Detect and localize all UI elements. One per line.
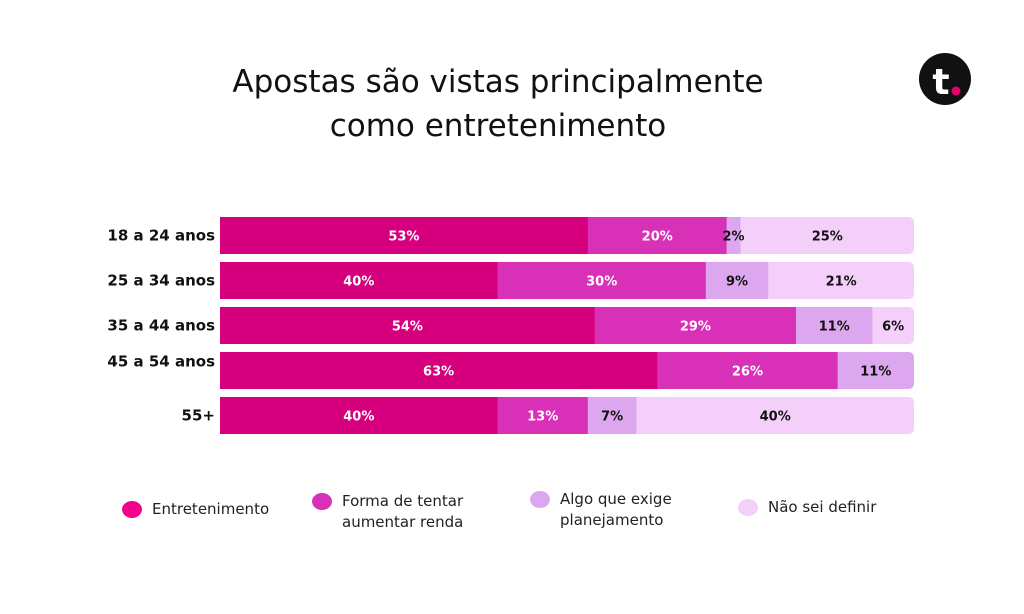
bar-segment bbox=[796, 307, 873, 344]
bar-segment bbox=[705, 262, 769, 299]
bar-row bbox=[220, 397, 914, 434]
chart-title: Apostas são vistas principalmente como e… bbox=[98, 60, 898, 148]
legend-swatch-icon bbox=[530, 491, 550, 508]
legend-item: Entretenimento bbox=[122, 499, 269, 520]
data-label: 21% bbox=[826, 275, 857, 290]
bar-segment bbox=[872, 307, 914, 344]
legend-label-line: Forma de tentar bbox=[342, 492, 464, 510]
category-label: 55+ bbox=[182, 407, 215, 425]
legend-label: Entretenimento bbox=[152, 499, 269, 520]
bar-row bbox=[220, 352, 914, 389]
data-label: 25% bbox=[812, 230, 843, 245]
bar-segment bbox=[220, 307, 596, 344]
legend-label: Algo que exige planejamento bbox=[560, 489, 672, 531]
legend-label: Não sei definir bbox=[768, 497, 876, 518]
data-label: 53% bbox=[388, 230, 419, 245]
data-label: 6% bbox=[882, 320, 904, 335]
data-label: 63% bbox=[423, 365, 454, 380]
data-label: 30% bbox=[586, 275, 617, 290]
bar-segment bbox=[636, 397, 914, 434]
category-label: 25 a 34 anos bbox=[107, 272, 215, 290]
legend-item: Não sei definir bbox=[738, 497, 876, 518]
legend-item: Forma de tentar aumentar renda bbox=[312, 491, 463, 533]
data-label: 11% bbox=[860, 365, 891, 380]
bar-segment bbox=[657, 352, 839, 389]
legend-label-line: Entretenimento bbox=[152, 500, 270, 518]
data-label: 40% bbox=[343, 275, 374, 290]
bar-segment bbox=[594, 307, 797, 344]
data-label: 11% bbox=[819, 320, 850, 335]
bar-row bbox=[220, 217, 914, 254]
chart-title-line-2: como entretenimento bbox=[329, 108, 667, 144]
legend-label-line: Não sei definir bbox=[768, 498, 877, 516]
bar-segment bbox=[497, 397, 589, 434]
bar-segment bbox=[587, 217, 728, 254]
data-label: 40% bbox=[760, 410, 791, 425]
bar-segment bbox=[497, 262, 707, 299]
legend-item: Algo que exige planejamento bbox=[530, 489, 672, 531]
bar-segment bbox=[220, 217, 589, 254]
data-label: 54% bbox=[392, 320, 423, 335]
data-label: 13% bbox=[527, 410, 558, 425]
legend-swatch-icon bbox=[738, 499, 758, 516]
bar-segment bbox=[220, 262, 499, 299]
bar-row bbox=[220, 307, 914, 344]
chart-title-line-1: Apostas são vistas principalmente bbox=[232, 64, 764, 100]
data-label: 29% bbox=[680, 320, 711, 335]
legend-label: Forma de tentar aumentar renda bbox=[342, 491, 463, 533]
legend-label-line: Algo que exige bbox=[560, 490, 672, 508]
legend-swatch-icon bbox=[312, 493, 332, 510]
category-label: 45 a 54 anos bbox=[107, 353, 215, 371]
category-label: 18 a 24 anos bbox=[107, 227, 215, 245]
legend-label-line: aumentar renda bbox=[342, 513, 464, 531]
brand-logo-letter: t bbox=[932, 62, 949, 103]
category-label: 35 a 44 anos bbox=[107, 317, 215, 335]
bar-segment bbox=[726, 217, 741, 254]
bar-segment bbox=[740, 217, 914, 254]
data-label: 2% bbox=[723, 230, 745, 245]
data-label: 7% bbox=[601, 410, 623, 425]
bar-segment bbox=[220, 352, 658, 389]
legend-swatch-icon bbox=[122, 501, 142, 518]
bar-segment bbox=[220, 397, 499, 434]
bar-segment bbox=[768, 262, 914, 299]
legend-label-line: planejamento bbox=[560, 511, 664, 529]
bar-segment bbox=[837, 352, 914, 389]
bar-segment bbox=[587, 397, 637, 434]
data-label: 40% bbox=[343, 410, 374, 425]
data-label: 9% bbox=[726, 275, 748, 290]
bar-row bbox=[220, 262, 914, 299]
data-label: 20% bbox=[642, 230, 673, 245]
brand-logo-icon: t bbox=[919, 53, 971, 105]
data-label: 26% bbox=[732, 365, 763, 380]
